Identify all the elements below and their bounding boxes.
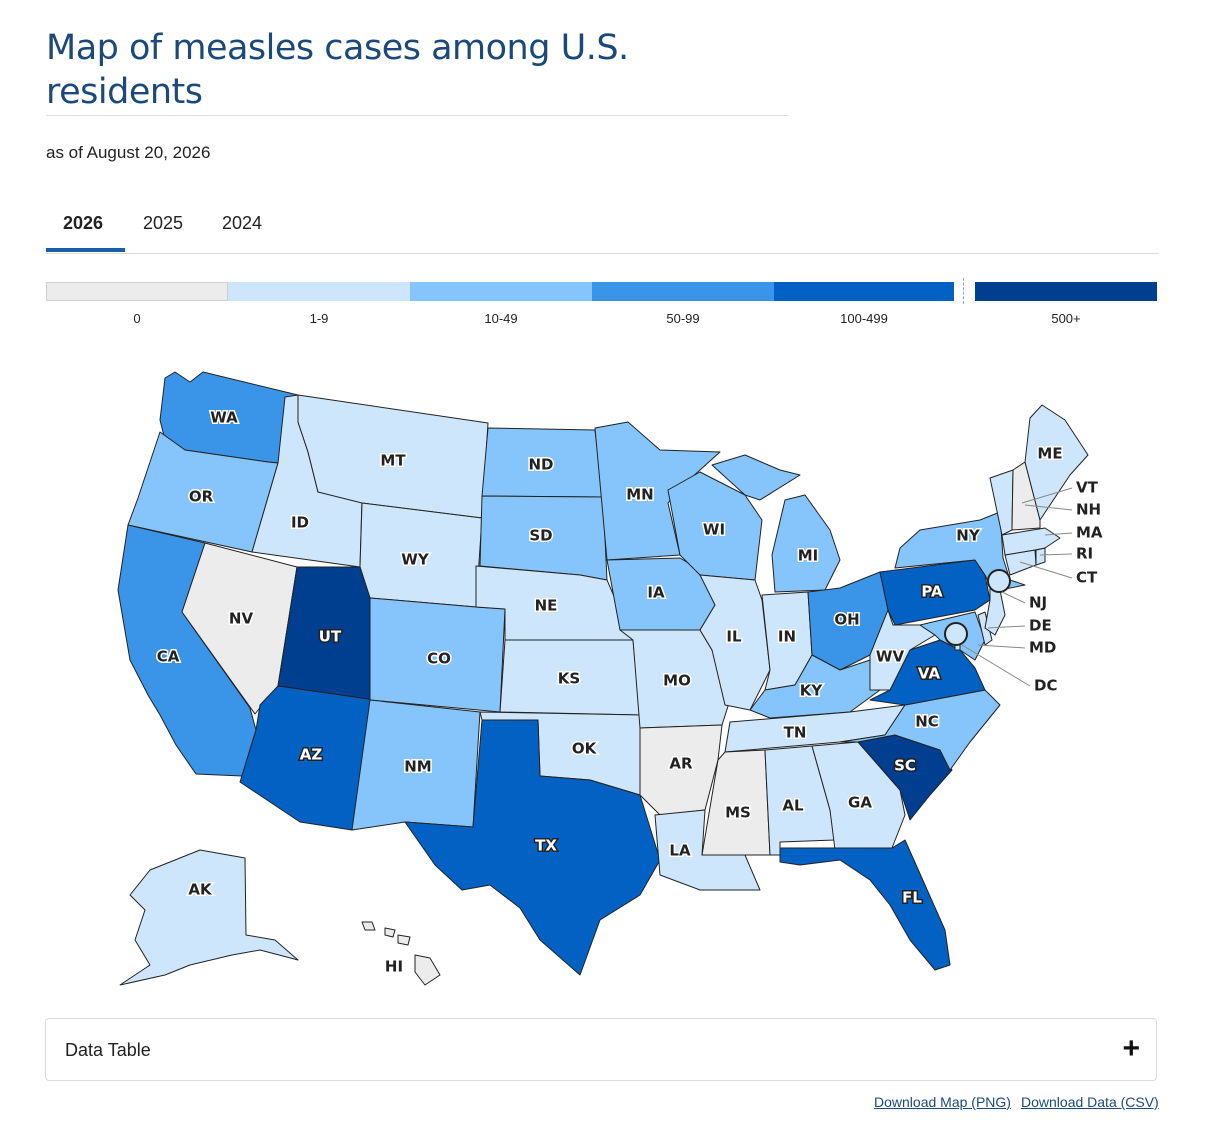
- state-label-NC: NC: [915, 713, 939, 731]
- state-label-WV: WV: [876, 648, 905, 666]
- us-map: WA OR CA NV ID MT WY UT AZ CO NM ND SD NE KS OK TX MN IA MO…: [117, 371, 1103, 986]
- state-label-GA: GA: [848, 794, 872, 812]
- state-label-NH: NH: [1076, 501, 1101, 519]
- legend-separator: [963, 278, 964, 304]
- state-MI[interactable]: [711, 454, 841, 593]
- as-of-date: as of August 20, 2026: [46, 143, 211, 162]
- state-label-HI: HI: [385, 958, 403, 976]
- legend-swatch-50-99: [592, 282, 774, 301]
- state-HI[interactable]: [361, 921, 441, 986]
- state-CO[interactable]: [369, 597, 506, 713]
- state-label-CA: CA: [157, 648, 180, 666]
- state-label-VA: VA: [918, 665, 941, 683]
- state-label-OH: OH: [834, 611, 859, 629]
- state-ME[interactable]: [1024, 404, 1089, 521]
- state-label-IN: IN: [778, 628, 796, 646]
- state-label-AL: AL: [782, 797, 804, 815]
- legend-swatch-0: [46, 282, 228, 301]
- legend-label-0: 0: [133, 311, 141, 326]
- state-label-ID: ID: [291, 514, 309, 532]
- year-tabs: 2026 2025 2024: [46, 203, 1159, 254]
- state-label-MT: MT: [380, 452, 406, 470]
- state-label-NM: NM: [404, 758, 431, 776]
- callout-lines: [961, 487, 1073, 687]
- tab-2024[interactable]: 2024: [222, 213, 263, 233]
- state-label-MD: MD: [1029, 639, 1056, 657]
- legend-swatch-10-49: [410, 282, 592, 301]
- state-FL[interactable]: [779, 839, 951, 971]
- data-table-panel[interactable]: Data Table +: [45, 1018, 1157, 1081]
- state-label-NV: NV: [229, 610, 254, 628]
- page-title: Map of measles cases among U.S. resident…: [46, 28, 629, 112]
- data-table-label: Data Table: [65, 1040, 151, 1060]
- state-label-MN: MN: [626, 486, 653, 504]
- state-label-NE: NE: [535, 597, 558, 615]
- state-label-WI: WI: [703, 521, 725, 539]
- state-label-AK: AK: [188, 881, 213, 899]
- state-label-TN: TN: [784, 724, 807, 742]
- state-label-IL: IL: [726, 628, 742, 646]
- state-label-OR: OR: [189, 488, 214, 506]
- title-divider: [46, 115, 788, 116]
- leader-VT: [1021, 487, 1073, 504]
- state-label-SD: SD: [529, 527, 552, 545]
- legend-label-50-99: 50-99: [666, 311, 700, 326]
- legend-swatch-100-499: [774, 282, 954, 301]
- legend: 0 1-9 10-49 50-99 100-499 500+: [46, 278, 1157, 326]
- state-MA[interactable]: [1001, 527, 1061, 556]
- legend-swatch-500-plus: [975, 282, 1157, 301]
- state-label-UT: UT: [319, 628, 342, 646]
- state-label-ME: ME: [1037, 445, 1062, 463]
- download-data-csv-link[interactable]: Download Data (CSV): [1021, 1094, 1159, 1110]
- tab-2026[interactable]: 2026: [63, 213, 104, 233]
- state-label-MO: MO: [663, 672, 691, 690]
- state-label-IA: IA: [647, 584, 665, 602]
- state-label-NJ: NJ: [1029, 594, 1047, 612]
- legend-swatch-1-9: [228, 282, 410, 301]
- state-label-MA: MA: [1076, 524, 1103, 542]
- state-label-AZ: AZ: [300, 746, 323, 764]
- nj-marker: [987, 569, 1011, 593]
- state-TX[interactable]: [404, 719, 661, 976]
- state-WI[interactable]: [667, 471, 763, 581]
- state-label-VT: VT: [1076, 479, 1099, 497]
- state-label-TX: TX: [535, 837, 557, 855]
- state-label-ND: ND: [528, 456, 553, 474]
- state-RI[interactable]: [1035, 547, 1046, 566]
- state-label-OK: OK: [572, 740, 598, 758]
- state-label-WA: WA: [210, 409, 238, 427]
- state-NH[interactable]: [1011, 461, 1041, 531]
- state-label-DC: DC: [1034, 677, 1057, 695]
- state-label-WY: WY: [401, 551, 430, 569]
- state-label-MS: MS: [725, 804, 751, 822]
- state-AK[interactable]: [119, 849, 299, 986]
- state-label-LA: LA: [669, 842, 691, 860]
- md-marker: [944, 622, 968, 646]
- state-label-KS: KS: [558, 670, 580, 688]
- state-NY[interactable]: [894, 511, 1026, 591]
- state-IL[interactable]: [699, 574, 771, 711]
- legend-label-500-plus: 500+: [1051, 311, 1081, 326]
- state-NC[interactable]: [839, 689, 1001, 771]
- state-LA[interactable]: [654, 809, 761, 891]
- state-label-NY: NY: [956, 527, 981, 545]
- state-label-CT: CT: [1076, 569, 1098, 587]
- active-tab-indicator: [46, 248, 125, 252]
- legend-label-10-49: 10-49: [484, 311, 518, 326]
- state-label-AR: AR: [669, 755, 693, 773]
- state-label-FL: FL: [902, 889, 922, 907]
- state-label-CO: CO: [427, 650, 451, 668]
- state-label-SC: SC: [894, 757, 916, 775]
- state-label-PA: PA: [921, 583, 943, 601]
- tab-2025[interactable]: 2025: [143, 213, 184, 233]
- legend-label-100-499: 100-499: [840, 311, 888, 326]
- state-label-MI: MI: [798, 547, 819, 565]
- state-label-RI: RI: [1076, 545, 1093, 563]
- state-label-KY: KY: [800, 682, 824, 700]
- expand-icon[interactable]: +: [1122, 1032, 1140, 1065]
- state-label-DE: DE: [1029, 617, 1052, 635]
- legend-label-1-9: 1-9: [309, 311, 329, 326]
- download-map-png-link[interactable]: Download Map (PNG): [874, 1094, 1011, 1110]
